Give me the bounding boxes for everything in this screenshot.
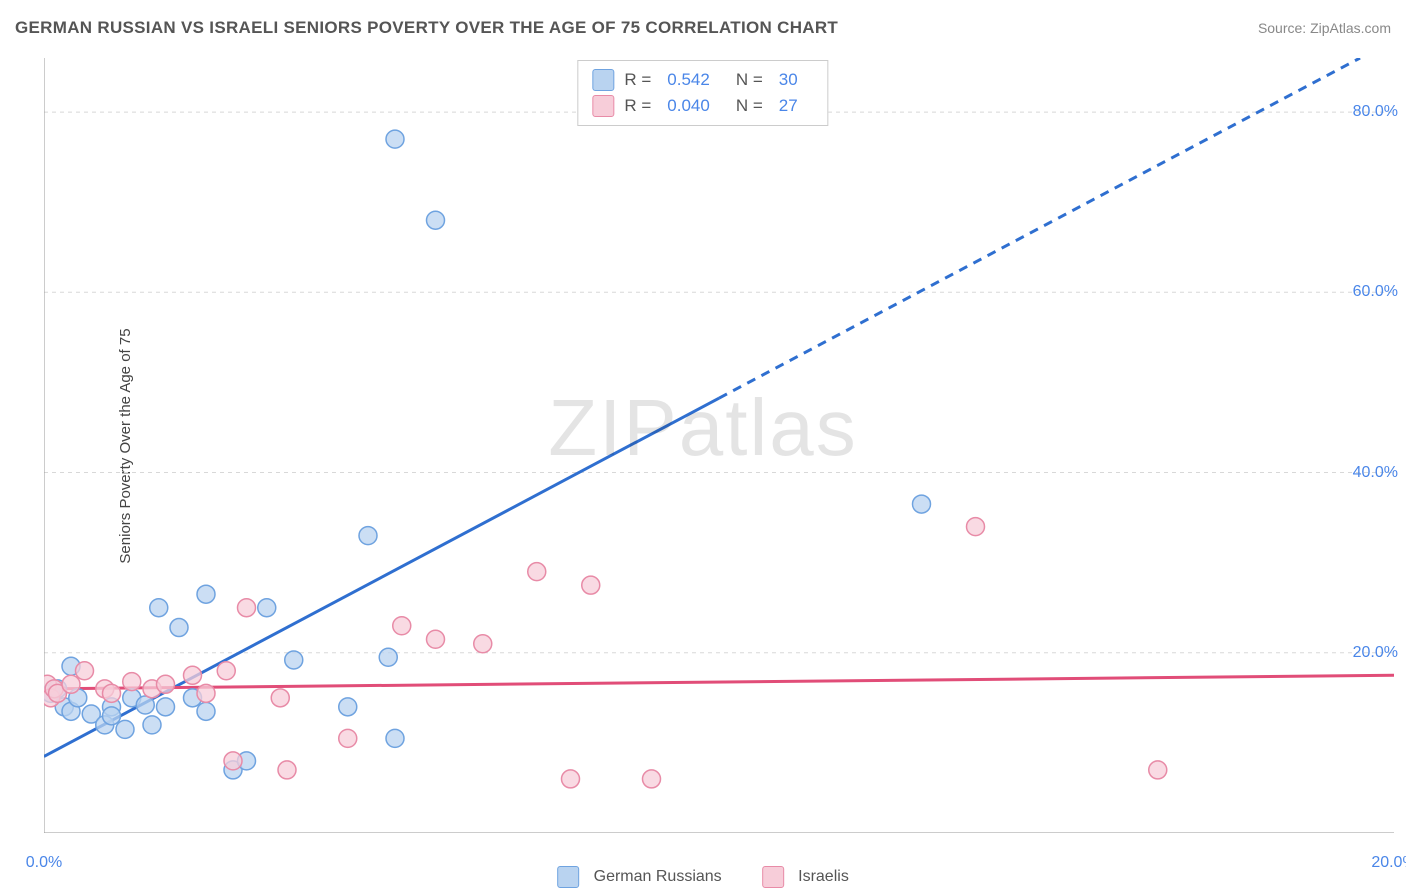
y-tick-label: 20.0% <box>1353 644 1398 662</box>
legend-r-value-2: 0.040 <box>667 96 710 116</box>
chart-title: GERMAN RUSSIAN VS ISRAELI SENIORS POVERT… <box>15 18 838 38</box>
legend-label-2: Israelis <box>798 868 849 885</box>
correlation-legend: R = 0.542 N = 30 R = 0.040 N = 27 <box>577 60 828 126</box>
x-tick-label: 0.0% <box>26 854 62 872</box>
legend-r-value-1: 0.542 <box>667 70 710 90</box>
legend-item-2: Israelis <box>762 866 849 888</box>
legend-swatch-icon <box>557 866 579 888</box>
series-legend: German Russians Israelis <box>557 866 849 888</box>
legend-item-1: German Russians <box>557 866 722 888</box>
legend-n-label: N = <box>736 70 763 90</box>
y-tick-label: 40.0% <box>1353 464 1398 482</box>
header: GERMAN RUSSIAN VS ISRAELI SENIORS POVERT… <box>15 18 1391 38</box>
legend-swatch-1 <box>592 69 614 91</box>
legend-swatch-icon <box>762 866 784 888</box>
y-tick-label: 60.0% <box>1353 283 1398 301</box>
legend-r-label: R = <box>624 70 651 90</box>
legend-label-1: German Russians <box>594 868 722 885</box>
legend-n-label: N = <box>736 96 763 116</box>
legend-swatch-2 <box>592 95 614 117</box>
x-tick-label: 20.0% <box>1371 854 1406 872</box>
y-tick-label: 80.0% <box>1353 103 1398 121</box>
legend-row-2: R = 0.040 N = 27 <box>592 93 813 119</box>
legend-r-label: R = <box>624 96 651 116</box>
legend-row-1: R = 0.542 N = 30 <box>592 67 813 93</box>
scatter-plot <box>44 58 1394 833</box>
legend-n-value-2: 27 <box>779 96 798 116</box>
chart-area <box>44 58 1394 833</box>
source-label: Source: ZipAtlas.com <box>1258 20 1391 36</box>
legend-n-value-1: 30 <box>779 70 798 90</box>
